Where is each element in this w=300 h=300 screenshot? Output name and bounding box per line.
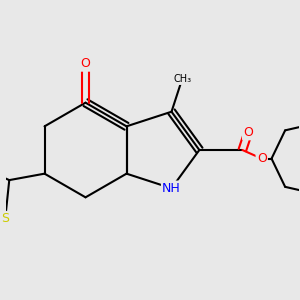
Text: O: O bbox=[257, 152, 267, 165]
Text: O: O bbox=[243, 126, 253, 139]
Text: NH: NH bbox=[162, 182, 181, 195]
Text: CH₃: CH₃ bbox=[173, 74, 191, 84]
Text: O: O bbox=[81, 58, 91, 70]
Text: S: S bbox=[1, 212, 9, 225]
